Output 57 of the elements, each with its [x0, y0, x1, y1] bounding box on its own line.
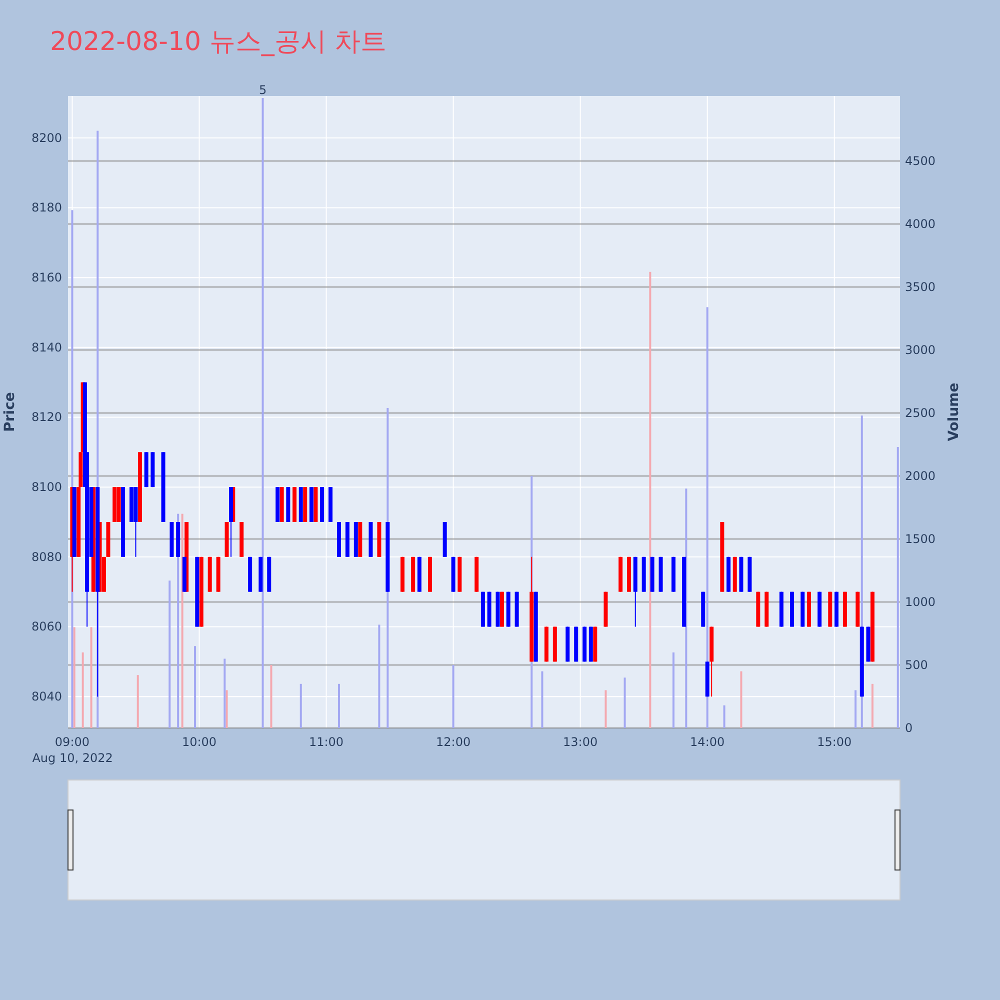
bar — [649, 272, 652, 728]
y-tick-label: 8040 — [31, 690, 62, 704]
bar — [896, 447, 899, 728]
y2-tick-label: 500 — [905, 658, 928, 672]
bar — [73, 627, 76, 728]
y-tick-label: 8100 — [31, 480, 62, 494]
y-tick-label: 8180 — [31, 200, 62, 215]
y2-tick-label: 3500 — [905, 280, 936, 294]
y2-tick-label: 2500 — [905, 406, 936, 420]
bar — [541, 671, 544, 728]
x-tick-label: 10:00 — [182, 735, 217, 749]
bar — [723, 705, 726, 728]
y2-tick-label: 4000 — [905, 217, 936, 232]
y-tick-label: 8200 — [31, 130, 62, 145]
y2-tick-label: 2000 — [905, 469, 936, 484]
bar — [194, 646, 196, 728]
x-tick-label: 12:00 — [436, 735, 471, 749]
bar — [90, 627, 92, 728]
bar — [136, 675, 139, 728]
x-tick-label: 14:00 — [690, 735, 725, 749]
bar — [300, 684, 302, 728]
x-tick-label: 13:00 — [563, 735, 598, 749]
bar — [168, 580, 171, 728]
bar — [452, 665, 454, 728]
y-tick-label: 8080 — [31, 550, 62, 564]
annotation: 5 — [258, 83, 267, 97]
bar — [378, 624, 380, 728]
bar — [262, 98, 264, 728]
y2-axis-title: Volume — [946, 382, 962, 442]
bar — [624, 678, 626, 728]
y-tick-label: 8140 — [31, 340, 62, 354]
y-tick-label: 8120 — [31, 410, 62, 424]
bar — [672, 652, 674, 728]
bar — [604, 690, 607, 728]
y-tick-label: 8060 — [31, 620, 62, 634]
y2-tick-label: 3000 — [905, 343, 936, 358]
bar — [854, 690, 857, 728]
x-tick-label: 09:00 — [54, 735, 90, 749]
bar — [226, 690, 228, 728]
y2-tick-label: 0 — [905, 721, 913, 735]
bar — [270, 665, 272, 728]
chart-title: 2022-08-10 뉴스_공시 차트 — [50, 27, 387, 57]
y-tick-label: 8160 — [31, 270, 62, 285]
bar — [338, 684, 340, 728]
text: Aug 10, 2022 — [32, 751, 113, 765]
y2-tick-label: 1000 — [905, 595, 936, 610]
bar — [740, 671, 742, 728]
bar — [706, 307, 708, 728]
x-tick-label: 15:00 — [817, 735, 852, 749]
y2-tick-label: 1500 — [905, 532, 936, 546]
bar — [871, 684, 874, 728]
x-tick-label: 11:00 — [308, 735, 344, 749]
bar — [82, 652, 84, 728]
bar — [224, 658, 226, 728]
bar — [181, 514, 184, 728]
y-axis-title: Price — [2, 392, 18, 432]
y2-tick-label: 4500 — [905, 154, 936, 168]
